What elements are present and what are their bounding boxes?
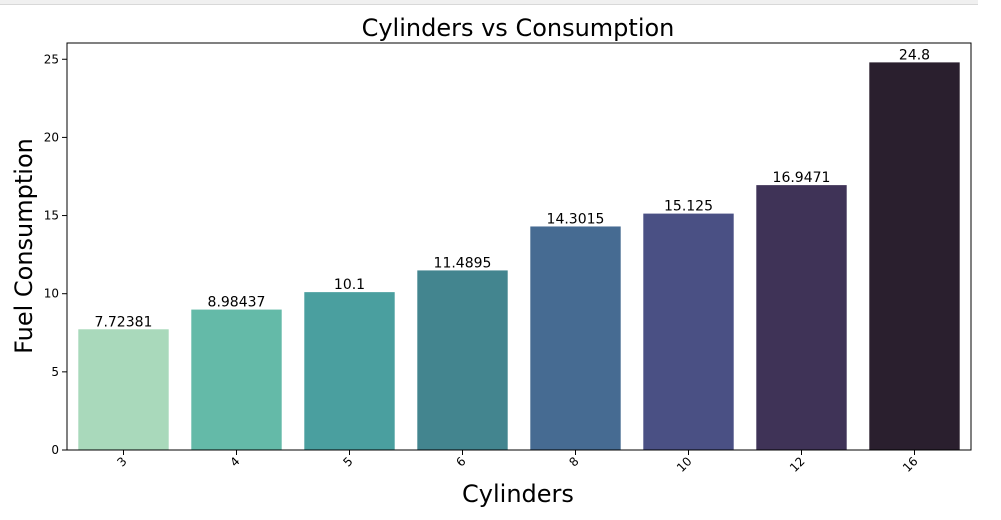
x-axis-title: Cylinders [462,480,574,508]
bar-3 [78,329,169,450]
plot-area: 0 5 10 15 20 25 7.72381 3 8.98437 4 10.1 5 11.4895 6 1… [44,47,960,475]
data-label: 24.8 [899,47,930,63]
x-tick-label: 5 [340,454,355,469]
data-label: 16.9471 [773,170,831,186]
bar-8 [530,226,621,450]
bar-12 [756,185,847,450]
y-tick-label: 15 [44,209,59,223]
bar-16 [869,62,960,450]
bar-5 [304,292,395,450]
y-tick-label: 20 [44,130,59,144]
x-tick-label: 12 [787,454,808,475]
x-tick-label: 16 [900,454,921,475]
bar-4 [191,309,282,450]
y-tick-label: 10 [44,287,59,301]
x-tick-label: 6 [453,454,468,469]
y-tick-label: 5 [51,365,59,379]
data-label: 14.3015 [547,211,605,227]
data-label: 10.1 [334,277,365,293]
data-label: 15.125 [664,199,713,215]
plot-frame [66,42,972,451]
data-label: 7.72381 [95,314,153,330]
data-label: 11.4895 [434,255,492,271]
chart-title: Cylinders vs Consumption [362,14,675,42]
y-axis-title: Fuel Consumption [10,138,38,354]
x-tick-label: 3 [114,454,129,469]
y-tick-label: 25 [44,52,59,66]
bar-6 [417,270,508,450]
x-tick-label: 4 [227,454,242,469]
top-toolbar-strip [0,0,978,5]
x-tick-label: 10 [674,454,695,475]
data-label: 8.98437 [208,295,266,311]
bar-10 [643,213,734,450]
x-tick-label: 8 [566,454,581,469]
y-tick-label: 0 [51,443,59,457]
